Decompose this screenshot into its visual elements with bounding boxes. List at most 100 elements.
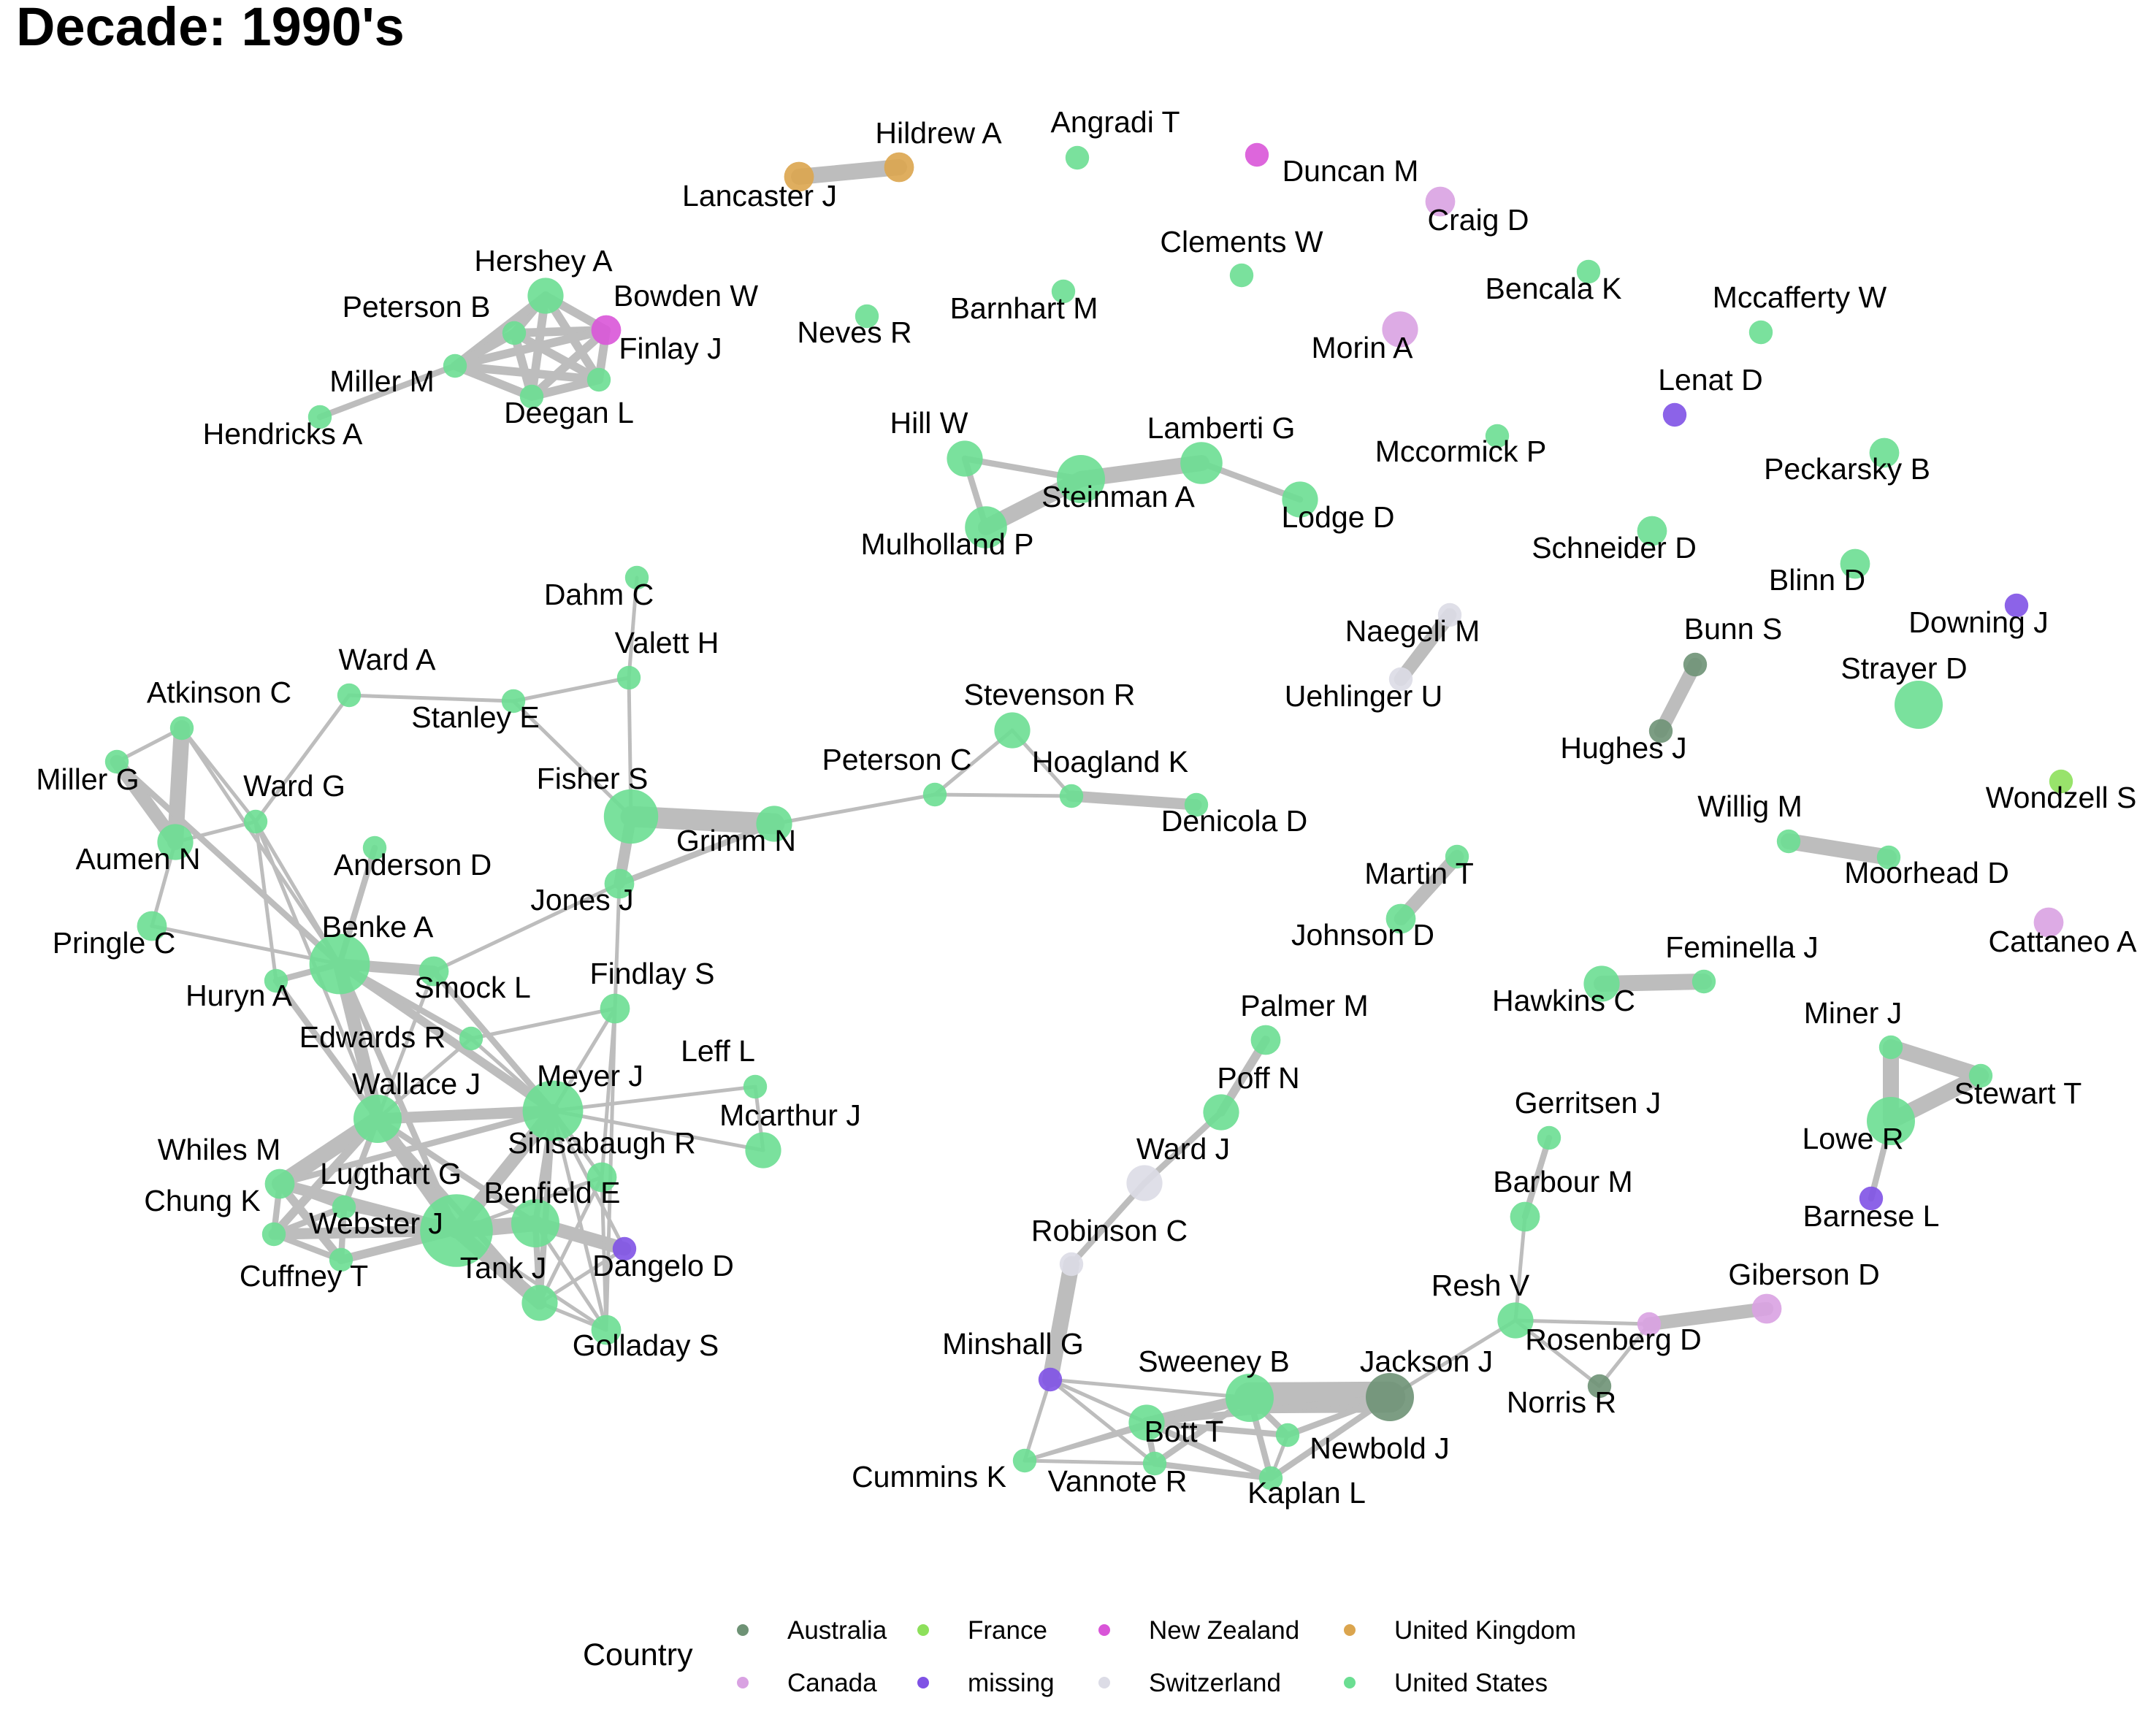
node-label-poff-n: Poff N: [1217, 1061, 1299, 1095]
legend-item-australia: Australia: [737, 1616, 887, 1645]
edge-bott-t-kaplan-l: [1143, 1419, 1274, 1482]
node-strayer-d: [1895, 681, 1943, 729]
legend-swatch-united-kingdom: [1344, 1624, 1356, 1636]
node-label-kaplan-l: Kaplan L: [1247, 1476, 1366, 1510]
node-grimm-n: [756, 806, 792, 842]
node-label-ward-g: Ward G: [243, 769, 345, 803]
node-label-clements-w: Clements W: [1160, 225, 1323, 259]
node-label-wondzell-s: Wondzell S: [1986, 781, 2137, 814]
node-miller-g: [104, 749, 129, 774]
edge-wallace-j-chung-k: [270, 1114, 382, 1239]
node-label-moorhead-d: Moorhead D: [1844, 856, 2009, 890]
node-lenat-d: [1662, 402, 1687, 427]
node-schneider-d: [1637, 516, 1667, 546]
node-label-mcarthur-j: Mcarthur J: [719, 1098, 861, 1132]
node-vannote-r: [1142, 1451, 1167, 1476]
edge-grimm-n-peterson-c: [772, 792, 937, 826]
edge-cummins-k-bott-t: [1022, 1420, 1149, 1463]
node-naegeli-m: [1437, 603, 1462, 627]
node-willig-m: [1776, 829, 1801, 854]
legend-label-france: France: [968, 1616, 1047, 1645]
node-cummins-k: [1012, 1448, 1037, 1473]
node-label-morin-a: Morin A: [1312, 331, 1414, 364]
legend-item-united-states: United States: [1344, 1669, 1548, 1697]
node-kaplan-l: [1258, 1466, 1283, 1491]
edge-stanley-e-fisher-s: [511, 699, 633, 819]
node-hildrew-a: [884, 152, 914, 183]
edge-atkinson-c-miller-g: [115, 726, 184, 764]
node-lugthart-g: [332, 1195, 356, 1220]
legend-item-missing: missing: [917, 1669, 1055, 1697]
node-label-feminella-j: Feminella J: [1665, 930, 1819, 964]
edge-huryn-a-wallace-j: [272, 977, 381, 1122]
edge-peterson-c-hoagland-k: [933, 792, 1074, 798]
node-downing-j: [2004, 593, 2029, 618]
node-giberson-d: [1751, 1293, 1782, 1324]
node-label-angradi-t: Angradi T: [1050, 105, 1180, 139]
node-label-palmer-m: Palmer M: [1240, 989, 1368, 1022]
node-label-edwards-r: Edwards R: [299, 1020, 446, 1054]
node-sinsabaugh-r: [586, 1162, 617, 1193]
node-label-bunn-s: Bunn S: [1684, 612, 1783, 646]
node-label-dahm-c: Dahm C: [544, 578, 654, 611]
node-anderson-d: [362, 835, 387, 860]
node-label-huryn-a: Huryn A: [186, 979, 292, 1012]
node-label-hoagland-k: Hoagland K: [1032, 745, 1188, 779]
node-label-leff-l: Leff L: [681, 1034, 755, 1068]
node-label-uehlinger-u: Uehlinger U: [1285, 679, 1443, 713]
node-label-deegan-l: Deegan L: [504, 396, 634, 429]
node-label-miller-g: Miller G: [36, 762, 139, 796]
node-aumen-n: [157, 824, 194, 860]
node-dahm-c: [624, 565, 649, 590]
edge-jackson-j-resh-v: [1388, 1318, 1518, 1399]
edge-atkinson-c-aumen-n: [167, 720, 190, 850]
node-smock-l: [418, 956, 449, 987]
node-poff-n: [1203, 1094, 1239, 1131]
legend-swatch-france: [917, 1624, 929, 1636]
node-label-stevenson-r: Stevenson R: [964, 678, 1136, 711]
node-label-hildrew-a: Hildrew A: [875, 116, 1002, 150]
node-label-hershey-a: Hershey A: [474, 244, 613, 278]
node-label-schneider-d: Schneider D: [1532, 531, 1697, 565]
node-label-mccafferty-w: Mccafferty W: [1713, 280, 1887, 314]
node-label-duncan-m: Duncan M: [1282, 154, 1419, 188]
node-barnhart-m: [1051, 279, 1076, 304]
node-benfield-e: [511, 1199, 559, 1247]
legend-label-united-states: United States: [1394, 1669, 1548, 1697]
edge-ward-j-robinson-c: [1068, 1179, 1148, 1268]
node-stevenson-r: [994, 712, 1031, 749]
legend-item-united-kingdom: United Kingdom: [1344, 1616, 1576, 1645]
node-rosenberg-d: [1637, 1312, 1662, 1336]
edge-jones-j-smock-l: [432, 881, 622, 974]
node-peterson-b: [502, 321, 527, 345]
node-label-blinn-d: Blinn D: [1769, 563, 1865, 597]
node-label-sinsabaugh-r: Sinsabaugh R: [508, 1126, 696, 1160]
node-hoagland-k: [1059, 784, 1084, 808]
node-bott-t: [1128, 1404, 1165, 1441]
legend-swatch-united-states: [1344, 1677, 1356, 1688]
node-hill-w: [947, 440, 983, 477]
node-label-robinson-c: Robinson C: [1031, 1214, 1188, 1247]
node-label-giberson-d: Giberson D: [1728, 1258, 1879, 1291]
node-label-mulholland-p: Mulholland P: [860, 527, 1033, 561]
label-layer: Hildrew A Lancaster J Angradi T Duncan M Cra…: [36, 105, 2137, 1510]
node-label-stanley-e: Stanley E: [411, 700, 540, 734]
node-label-bott-t: Bott T: [1144, 1415, 1224, 1448]
edge-finlay-j-miller-m: [451, 362, 603, 384]
node-label-norris-r: Norris R: [1507, 1385, 1616, 1419]
node-fisher-s: [603, 789, 659, 844]
chart-title: Decade: 1990's: [16, 0, 405, 57]
legend-swatch-canada: [737, 1677, 749, 1688]
node-ward-g: [243, 809, 268, 834]
node-label-benfield-e: Benfield E: [484, 1176, 621, 1209]
legend-swatch-australia: [737, 1624, 749, 1636]
node-miller-m: [443, 353, 467, 378]
node-cattaneo-a: [2033, 907, 2064, 938]
node-label-lamberti-g: Lamberti G: [1147, 411, 1296, 445]
node-label-peterson-b: Peterson B: [343, 290, 491, 324]
node-label-bowden-w: Bowden W: [613, 279, 759, 313]
node-label-wallace-j: Wallace J: [352, 1067, 481, 1101]
edge-miller-m-hendricks-a: [316, 362, 459, 421]
node-label-denicola-d: Denicola D: [1161, 804, 1308, 838]
node-atkinson-c: [169, 716, 194, 741]
